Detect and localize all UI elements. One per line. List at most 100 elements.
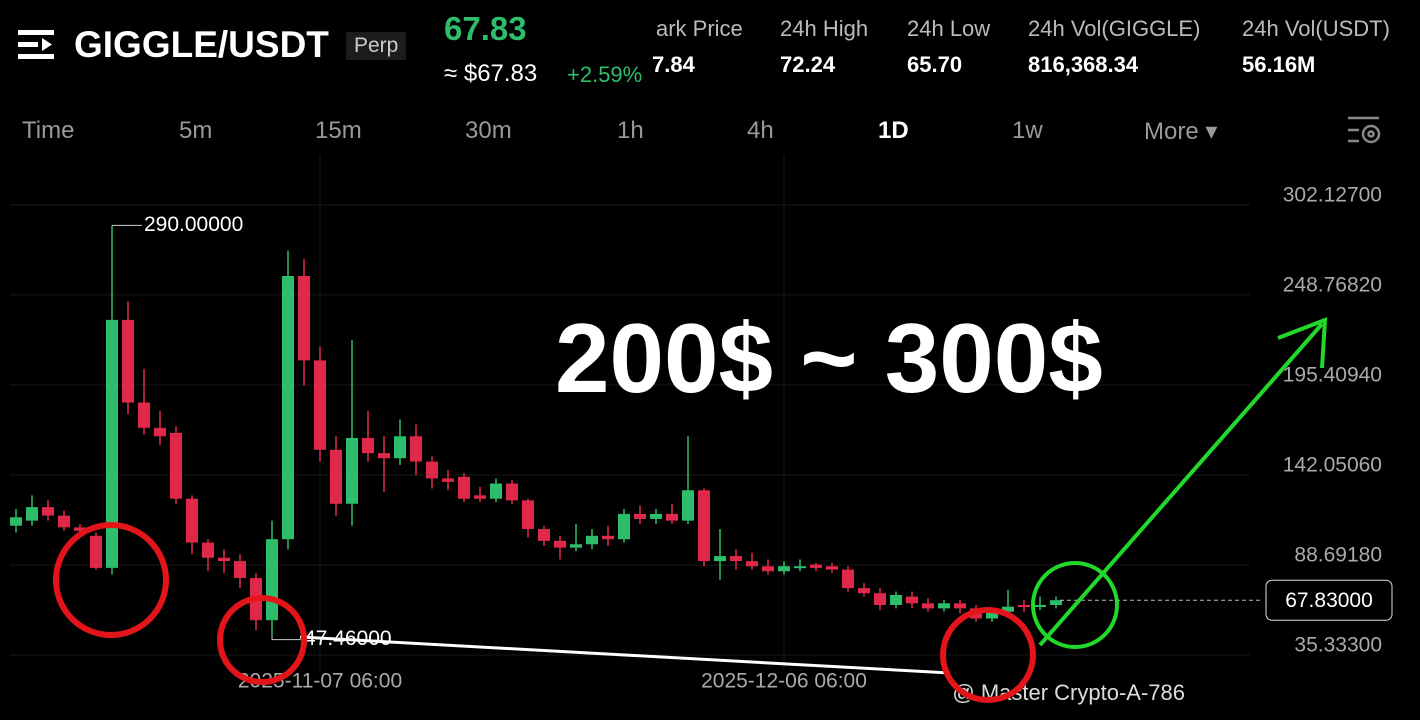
tab[interactable]: 5m xyxy=(179,117,213,144)
candle-body xyxy=(234,561,246,579)
trend-line xyxy=(299,635,951,675)
candle-body xyxy=(746,561,758,567)
candle-body xyxy=(1034,605,1046,608)
candle-body xyxy=(298,275,310,361)
stat-label: 24h High xyxy=(780,16,869,41)
y-tick-label: 88.69180 xyxy=(1294,544,1382,567)
candle-body xyxy=(1018,605,1030,608)
last-price: 67.83 xyxy=(444,10,527,47)
candle-body xyxy=(714,556,726,562)
candle-body xyxy=(74,527,86,531)
candle-body xyxy=(362,437,374,454)
tab[interactable]: 1h xyxy=(617,117,644,144)
candle-body xyxy=(730,556,742,562)
change: +2.59% xyxy=(567,62,643,87)
tab[interactable]: More ▾ xyxy=(1144,118,1218,145)
candle-body xyxy=(842,569,854,589)
candle-body xyxy=(458,476,470,499)
candle-body xyxy=(538,529,550,541)
candle-body xyxy=(618,513,630,540)
stat-value: 816,368.34 xyxy=(1028,52,1139,77)
tab[interactable]: 4h xyxy=(747,117,774,144)
price-label: 67.83000 xyxy=(1285,589,1373,612)
x-tick-label: 2025-12-06 06:00 xyxy=(701,670,867,693)
annotation: 290.00000 xyxy=(144,213,243,236)
candle-body xyxy=(266,539,278,621)
candle-body xyxy=(922,603,934,609)
tab[interactable]: 1D xyxy=(878,117,909,144)
tab[interactable]: 30m xyxy=(465,117,512,144)
candle-body xyxy=(890,594,902,606)
red-circle xyxy=(217,595,307,685)
stat-label: 24h Vol(GIGGLE) xyxy=(1028,16,1201,41)
candle-body xyxy=(330,449,342,504)
candle-body xyxy=(698,490,710,562)
y-tick-label: 142.05060 xyxy=(1283,454,1382,477)
candle-body xyxy=(346,437,358,504)
stat-value: 7.84 xyxy=(652,52,695,77)
candle-body xyxy=(954,603,966,609)
symbol: GIGGLE/USDT xyxy=(74,24,329,65)
candle-body xyxy=(906,596,918,604)
candle-body xyxy=(570,544,582,548)
candle-body xyxy=(666,513,678,521)
candle-body xyxy=(26,507,38,521)
stat-label: 24h Low xyxy=(907,16,991,41)
candle-body xyxy=(394,436,406,459)
candle-body xyxy=(378,453,390,459)
candle-body xyxy=(282,275,294,540)
red-circle xyxy=(53,522,169,638)
candle-body xyxy=(810,564,822,568)
candle-body xyxy=(442,478,454,482)
candle-body xyxy=(490,483,502,499)
candle-body xyxy=(474,495,486,499)
candle-body xyxy=(554,540,566,548)
green-arrowhead xyxy=(1277,317,1328,369)
candle-body xyxy=(106,319,118,568)
candle-body xyxy=(506,483,518,501)
annotation-leader xyxy=(271,634,302,641)
candle-body xyxy=(154,427,166,437)
candle-body xyxy=(1050,600,1062,606)
candle-body xyxy=(794,566,806,569)
candle-body xyxy=(90,535,102,568)
candle-body xyxy=(682,490,694,521)
y-tick-label: 35.33300 xyxy=(1294,634,1382,657)
candle-body xyxy=(218,557,230,562)
tab[interactable]: 1w xyxy=(1012,117,1043,144)
candle-body xyxy=(314,360,326,450)
candle-body xyxy=(42,507,54,516)
candle-body xyxy=(826,566,838,570)
menu-icon[interactable] xyxy=(18,28,56,62)
candle-body xyxy=(586,535,598,545)
y-tick-label: 302.12700 xyxy=(1283,183,1382,206)
candle-body xyxy=(1002,606,1014,612)
stat-label: ark Price xyxy=(656,16,743,41)
tab[interactable]: Time xyxy=(22,117,75,144)
stat-value: 65.70 xyxy=(907,52,963,77)
candle-body xyxy=(762,566,774,572)
candle-body xyxy=(986,611,998,619)
candle-body xyxy=(138,402,150,428)
candle-body xyxy=(58,515,70,528)
candle-body xyxy=(650,513,662,519)
candle-body xyxy=(186,498,198,543)
candle-body xyxy=(410,436,422,462)
candle-body xyxy=(874,593,886,606)
red-circle xyxy=(940,607,1036,703)
candle-body xyxy=(602,535,614,540)
candle-body xyxy=(778,566,790,572)
candle-body xyxy=(426,461,438,479)
green-arrow xyxy=(1038,322,1324,647)
y-tick-label: 248.76820 xyxy=(1283,273,1382,296)
settings-icon[interactable] xyxy=(1345,114,1385,146)
candle-body xyxy=(170,432,182,499)
headline: 200$ ~ 300$ xyxy=(555,303,1103,413)
candle-body xyxy=(10,517,22,526)
tab[interactable]: 15m xyxy=(315,117,362,144)
tag: Perp xyxy=(346,32,407,60)
stat-value: 72.24 xyxy=(780,52,836,77)
price-usd: ≈ $67.83 xyxy=(444,60,538,87)
